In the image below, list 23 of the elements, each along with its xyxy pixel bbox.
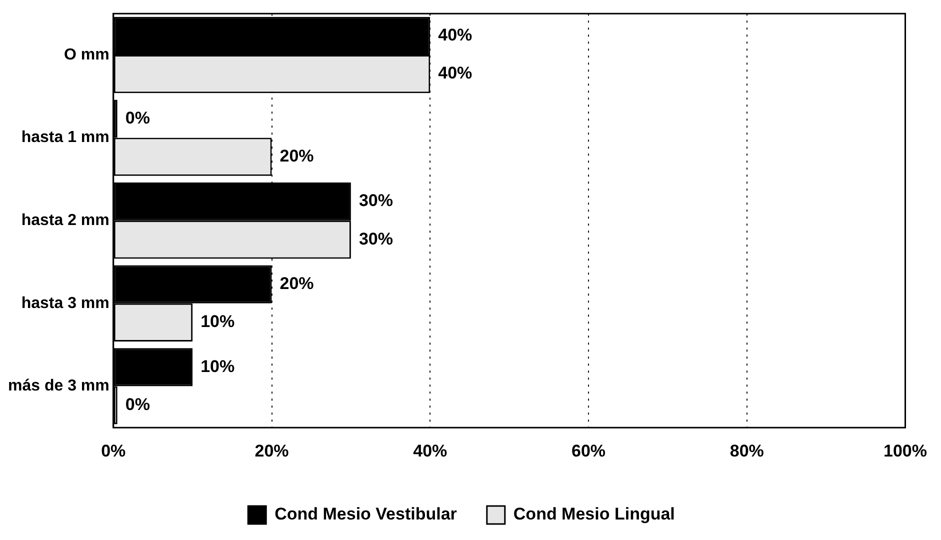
legend-label: Cond Mesio Vestibular: [274, 504, 458, 524]
y-tick-label: hasta 1 mm: [21, 129, 110, 146]
data-label: 10%: [200, 356, 235, 376]
y-tick-label: hasta 2 mm: [21, 212, 110, 230]
data-label: 30%: [358, 191, 393, 210]
x-tick-label: 100%: [884, 441, 927, 460]
x-tick-label: 0%: [101, 441, 126, 460]
data-label: 0%: [125, 394, 150, 414]
data-label: 30%: [358, 229, 393, 248]
x-tick-label: 20%: [254, 441, 289, 460]
data-label: 0%: [125, 108, 150, 128]
data-label: 40%: [438, 64, 472, 83]
y-tick-label: más de 3 mm: [8, 378, 110, 395]
legend-label: Cond Mesio Lingual: [513, 504, 675, 524]
x-tick-label: 60%: [571, 441, 606, 460]
y-tick-label: hasta 3 mm: [21, 294, 110, 312]
data-label: 20%: [280, 274, 314, 294]
data-label: 40%: [438, 26, 472, 45]
y-tick-label: O mm: [64, 46, 110, 64]
data-label: 20%: [280, 146, 314, 166]
x-tick-label: 40%: [413, 441, 448, 460]
x-tick-label: 80%: [730, 441, 764, 460]
data-label: 10%: [200, 312, 235, 332]
